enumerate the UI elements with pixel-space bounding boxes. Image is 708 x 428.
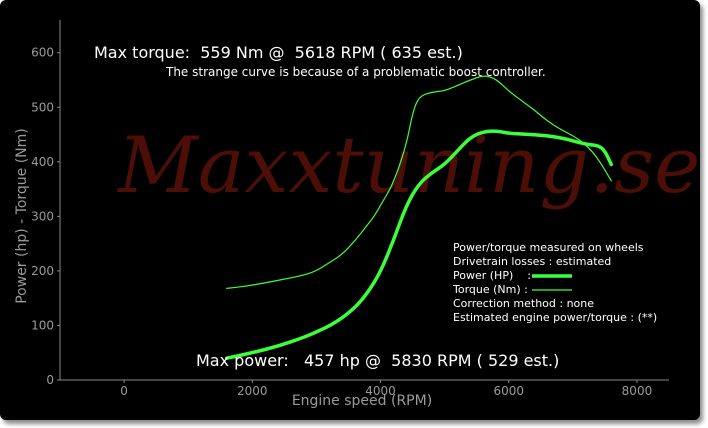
legend-torque-label: Torque (Nm) : xyxy=(452,283,528,296)
y-tick-label: 100 xyxy=(31,318,54,332)
power-line xyxy=(224,129,614,360)
y-tick-label: 200 xyxy=(31,264,54,278)
x-tick-label: 6000 xyxy=(493,384,524,398)
legend-power-label: Power (HP) : xyxy=(453,269,531,282)
y-tick-label: 300 xyxy=(31,209,54,223)
y-tick-label: 0 xyxy=(46,373,54,387)
x-tick-label: 4000 xyxy=(365,384,396,398)
dyno-chart-frame: Maxxtuning.se 0 100 200 300 400 500 600 0 2000 4… xyxy=(0,0,700,420)
legend: Power/torque measured on wheels Drivetra… xyxy=(452,241,657,324)
legend-measured: Power/torque measured on wheels xyxy=(453,241,644,254)
y-axis-label: Power (hp) - Torque (Nm) xyxy=(14,128,30,304)
boost-note-annotation: The strange curve is because of a proble… xyxy=(165,65,546,79)
x-tick-label: 8000 xyxy=(622,384,653,398)
y-tick-label: 400 xyxy=(31,155,54,169)
x-tick-labels: 0 2000 4000 6000 8000 xyxy=(120,384,652,398)
y-tick-labels: 0 100 200 300 400 500 600 xyxy=(31,46,54,387)
y-tick-label: 600 xyxy=(31,46,54,60)
torque-line xyxy=(226,75,612,289)
y-tick-label: 500 xyxy=(31,100,54,114)
max-torque-annotation: Max torque: 559 Nm @ 5618 RPM ( 635 est.… xyxy=(94,43,463,62)
x-axis-label: Engine speed (RPM) xyxy=(292,393,432,409)
series-lines xyxy=(224,75,614,360)
axes xyxy=(57,20,669,383)
legend-estimated: Estimated engine power/torque : (**) xyxy=(453,311,657,324)
legend-drivetrain: Drivetrain losses : estimated xyxy=(453,255,611,268)
max-power-annotation: Max power: 457 hp @ 5830 RPM ( 529 est.) xyxy=(196,351,559,370)
x-tick-label: 0 xyxy=(120,384,128,398)
legend-correction: Correction method : none xyxy=(453,297,594,310)
x-tick-label: 2000 xyxy=(237,384,268,398)
